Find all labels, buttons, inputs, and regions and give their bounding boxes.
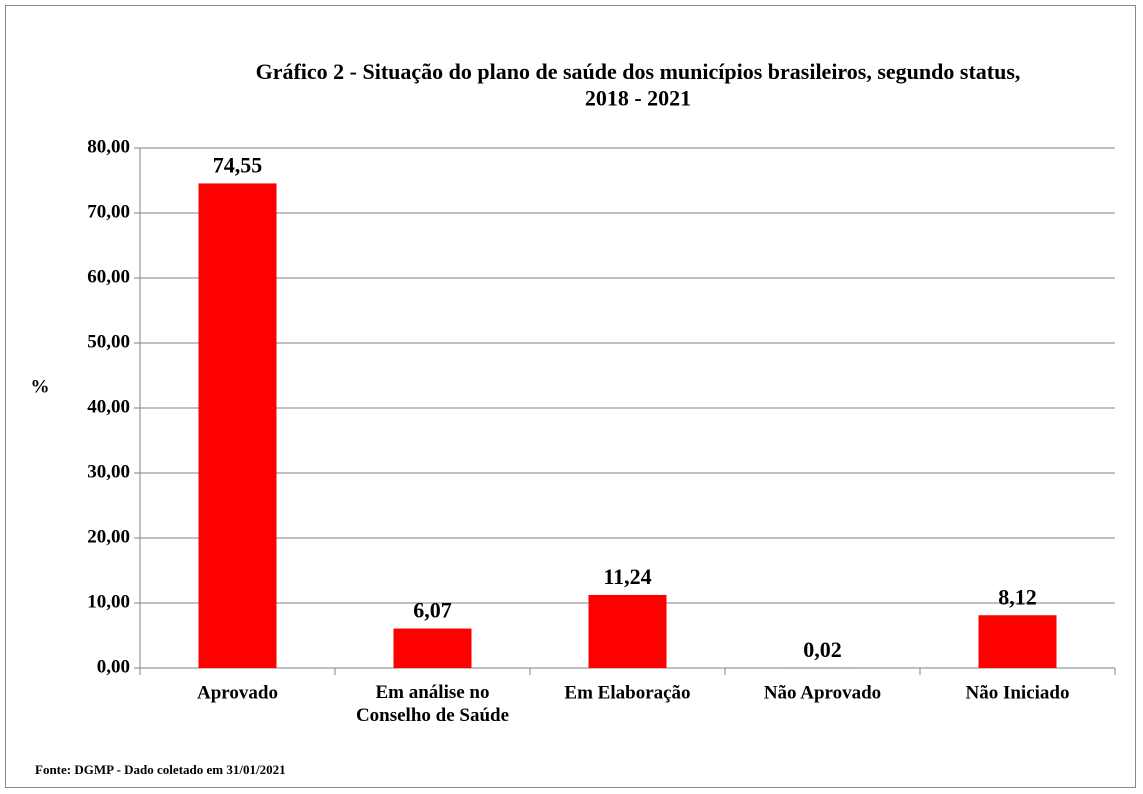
y-tick-label: 30,00 [87, 461, 130, 482]
data-label: 6,07 [413, 598, 452, 623]
y-tick-label: 50,00 [87, 331, 130, 352]
y-tick-label: 0,00 [97, 656, 130, 677]
data-label: 8,12 [998, 584, 1037, 609]
bar [198, 183, 277, 669]
x-tick-label: Não Aprovado [764, 682, 881, 703]
x-tick-label: Em Elaboração [564, 682, 690, 703]
bar [978, 615, 1057, 668]
x-tick-label: Não Iniciado [966, 682, 1070, 703]
bar [588, 594, 667, 668]
x-tick-label: Aprovado [197, 682, 278, 703]
y-tick-label: 10,00 [87, 591, 130, 612]
data-label: 74,55 [213, 152, 263, 177]
bar [393, 628, 472, 668]
y-axis-label: % [31, 376, 50, 397]
y-tick-label: 60,00 [87, 266, 130, 287]
y-tick-label: 80,00 [87, 136, 130, 157]
y-tick-label: 40,00 [87, 396, 130, 417]
chart-title: Gráfico 2 - Situação do plano de saúde d… [256, 59, 1021, 110]
source-note: Fonte: DGMP - Dado coletado em 31/01/202… [35, 762, 286, 777]
x-tick-label: Em análise no Conselho de Saúde [356, 682, 509, 726]
chart-border [5, 5, 1136, 788]
data-label: 0,02 [803, 637, 842, 662]
data-label: 11,24 [603, 564, 651, 589]
y-tick-label: 20,00 [87, 526, 130, 547]
y-tick-label: 70,00 [87, 201, 130, 222]
